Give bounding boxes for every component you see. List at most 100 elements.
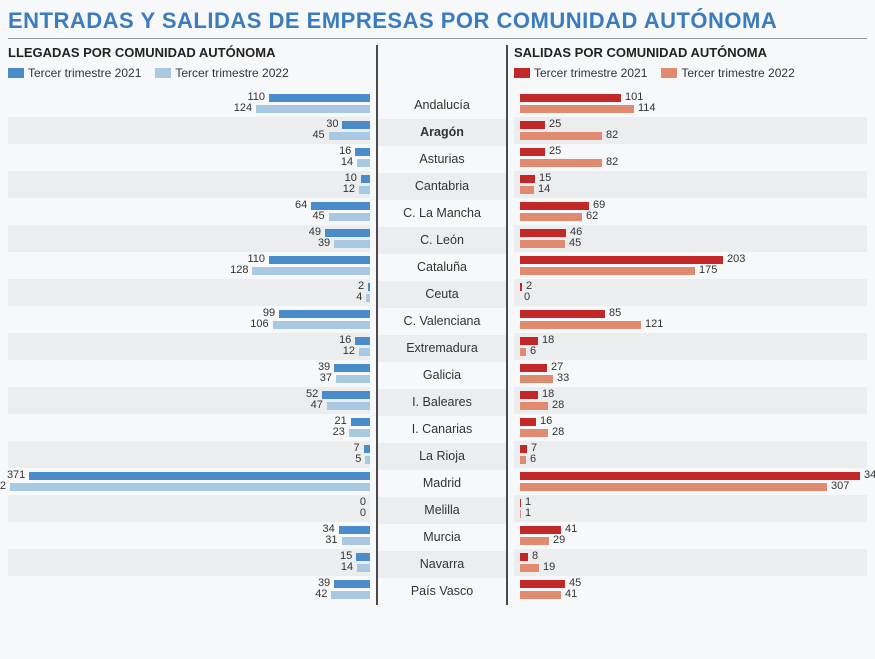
left-row: 3045 — [8, 117, 370, 144]
left-row: 4939 — [8, 225, 370, 252]
left-value-2021: 371 — [7, 470, 25, 480]
region-label: Andalucía — [378, 92, 506, 119]
left-value-2022: 42 — [315, 589, 327, 599]
right-bar-2022 — [520, 105, 634, 113]
left-row: 3937 — [8, 360, 370, 387]
left-bar-2021 — [334, 364, 370, 372]
left-value-2022: 0 — [360, 508, 366, 518]
left-bar-2022 — [357, 159, 370, 167]
right-bars: 2733 — [514, 360, 867, 387]
left-value-2021: 34 — [323, 524, 335, 534]
right-value-2021: 101 — [625, 92, 643, 102]
left-bars: 6445 — [8, 198, 370, 225]
left-bars: 110124 — [8, 90, 370, 117]
left-legend-1-label: Tercer trimestre 2021 — [28, 66, 141, 80]
left-value-2022: 124 — [234, 103, 252, 113]
right-row: 1514 — [514, 171, 867, 198]
left-value-2022: 45 — [312, 130, 324, 140]
left-bars: 3045 — [8, 117, 370, 144]
left-bar-2021 — [368, 283, 370, 291]
left-row: 24 — [8, 279, 370, 306]
left-row: 99106 — [8, 306, 370, 333]
right-bar-2021 — [520, 310, 605, 318]
left-value-2022: 14 — [341, 157, 353, 167]
right-bar-2021 — [520, 472, 860, 480]
left-bar-2022 — [329, 213, 370, 221]
left-bars: 371392 — [8, 468, 370, 495]
right-bar-2021 — [520, 364, 547, 372]
left-bar-2022 — [342, 537, 370, 545]
left-value-2022: 4 — [356, 292, 362, 302]
right-row: 2733 — [514, 360, 867, 387]
left-value-2022: 47 — [311, 400, 323, 410]
left-bar-2022 — [273, 321, 370, 329]
left-bar-2021 — [355, 337, 370, 345]
right-bars: 340307 — [514, 468, 867, 495]
right-legend-1-label: Tercer trimestre 2021 — [534, 66, 647, 80]
left-bar-2022 — [329, 132, 370, 140]
right-row: 76 — [514, 441, 867, 468]
region-row: C. Valenciana — [378, 308, 506, 335]
right-rows: 1011142582258215146962464520317520851211… — [514, 90, 867, 603]
right-bar-2021 — [520, 175, 535, 183]
right-row: 186 — [514, 333, 867, 360]
region-label: C. León — [378, 227, 506, 254]
right-bar-2021 — [520, 121, 545, 129]
right-bar-2022 — [520, 321, 641, 329]
left-bar-2021 — [29, 472, 370, 480]
left-value-2021: 15 — [340, 551, 352, 561]
right-value-2022: 82 — [606, 157, 618, 167]
region-row: I. Baleares — [378, 389, 506, 416]
left-bar-2021 — [269, 256, 370, 264]
right-bar-2022 — [520, 537, 549, 545]
right-value-2022: 121 — [645, 319, 663, 329]
right-value-2022: 1 — [525, 508, 531, 518]
left-bar-2022 — [359, 186, 370, 194]
region-label: C. Valenciana — [378, 308, 506, 335]
right-bars: 186 — [514, 333, 867, 360]
region-label: Cantabria — [378, 173, 506, 200]
left-bar-2021 — [311, 202, 370, 210]
left-bars: 3937 — [8, 360, 370, 387]
left-value-2022: 39 — [318, 238, 330, 248]
right-bar-2021 — [520, 445, 527, 453]
region-label: Galicia — [378, 362, 506, 389]
region-row: Aragón — [378, 119, 506, 146]
left-rows: 1101243045161410126445493911012824991061… — [8, 90, 370, 603]
region-label: Aragón — [378, 119, 506, 146]
region-label: País Vasco — [378, 578, 506, 605]
right-bar-2022 — [520, 240, 565, 248]
right-panel: SALIDAS POR COMUNIDAD AUTÓNOMA Tercer tr… — [508, 45, 867, 605]
right-value-2022: 6 — [530, 454, 536, 464]
right-value-2021: 8 — [532, 551, 538, 561]
left-bar-2022 — [336, 375, 370, 383]
right-value-2021: 203 — [727, 254, 745, 264]
right-row: 11 — [514, 495, 867, 522]
right-value-2021: 25 — [549, 119, 561, 129]
region-row: C. La Mancha — [378, 200, 506, 227]
right-bar-2021 — [520, 526, 561, 534]
right-row: 4129 — [514, 522, 867, 549]
right-row: 819 — [514, 549, 867, 576]
left-value-2021: 110 — [247, 92, 265, 102]
left-panel: LLEGADAS POR COMUNIDAD AUTÓNOMA Tercer t… — [8, 45, 378, 605]
left-bar-2021 — [364, 445, 370, 453]
right-row: 4645 — [514, 225, 867, 252]
region-label: Extremadura — [378, 335, 506, 362]
left-bar-2021 — [279, 310, 370, 318]
right-value-2022: 307 — [831, 481, 849, 491]
left-legend-1: Tercer trimestre 2021 — [8, 66, 141, 80]
left-bar-2021 — [351, 418, 370, 426]
region-row: Cantabria — [378, 173, 506, 200]
right-bar-2022 — [520, 510, 521, 518]
left-row: 2123 — [8, 414, 370, 441]
right-bar-2021 — [520, 553, 528, 561]
left-bars: 1514 — [8, 549, 370, 576]
right-bar-2021 — [520, 202, 589, 210]
left-value-2021: 10 — [345, 173, 357, 183]
chart-columns: LLEGADAS POR COMUNIDAD AUTÓNOMA Tercer t… — [8, 45, 867, 605]
right-row: 1828 — [514, 387, 867, 414]
right-row: 340307 — [514, 468, 867, 495]
right-value-2022: 14 — [538, 184, 550, 194]
left-value-2021: 110 — [247, 254, 265, 264]
